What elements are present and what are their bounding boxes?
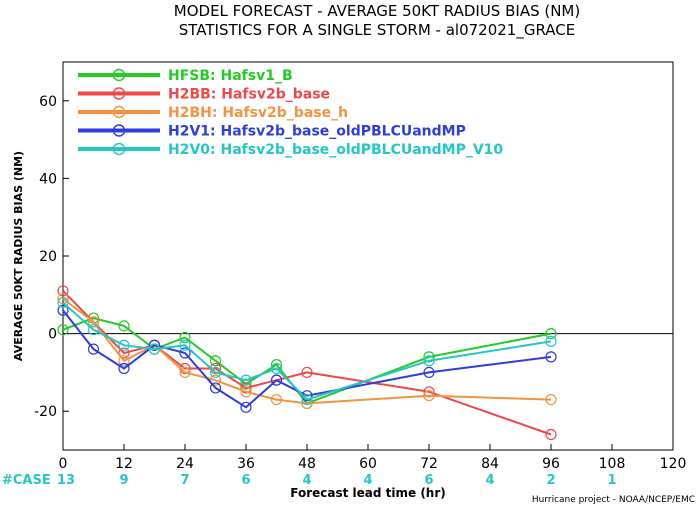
legend-item-h2v1: H2V1: Hafsv2b_base_oldPBLCUandMP: [78, 124, 466, 140]
x-axis-label: Forecast lead time (hr): [290, 486, 446, 500]
data-point-h2v1: [148, 339, 161, 351]
legend-label-h2bb: H2BB: Hafsv2b_base: [168, 87, 330, 103]
data-point-h2v0: [423, 355, 435, 367]
data-point-h2v0: [270, 362, 283, 375]
x-tick-label: 120: [660, 456, 687, 472]
series-line-h2v0: [62, 301, 552, 401]
data-point-h2bh: [87, 316, 100, 328]
legend-marker-h2bh: [112, 105, 126, 119]
case-count: 13: [57, 473, 75, 488]
data-point-h2v0: [240, 374, 252, 386]
data-point-h2bh: [545, 393, 557, 406]
data-point-h2v0: [545, 335, 557, 347]
plot-area: [62, 61, 674, 451]
data-point-h2bh: [209, 374, 222, 386]
data-point-hfsb: [179, 331, 191, 344]
x-tick-label: 12: [115, 456, 133, 472]
data-point-h2bb: [423, 386, 435, 398]
y-tick-label: 60: [39, 94, 57, 110]
data-point-hfsb: [423, 351, 435, 363]
data-point-h2v1: [545, 351, 557, 363]
data-point-h2v1: [179, 347, 191, 359]
data-point-hfsb: [118, 320, 130, 332]
data-point-h2bh: [240, 386, 252, 398]
data-point-h2v0: [179, 339, 191, 351]
legend-item-h2v0: H2V0: Hafsv2b_base_oldPBLCUandMP_V10: [78, 142, 503, 158]
y-tick-label: 20: [39, 249, 57, 265]
x-tick-label: 72: [420, 456, 438, 472]
data-point-h2v0: [148, 343, 161, 355]
legend-item-h2bb: H2BB: Hafsv2b_base: [78, 87, 330, 103]
case-count: 6: [241, 473, 250, 488]
series-h2v1: [57, 304, 557, 413]
chart-title: MODEL FORECAST - AVERAGE 50KT RADIUS BIA…: [174, 2, 580, 20]
data-point-h2v1: [240, 401, 252, 413]
x-tick-label: 96: [542, 456, 560, 472]
data-point-h2v1: [87, 343, 100, 355]
y-tick-label: -20: [34, 404, 57, 420]
data-point-h2bb: [57, 285, 69, 297]
legend-label-h2bh: H2BH: Hafsv2b_base_h: [168, 105, 348, 121]
legend-marker-h2v1: [112, 124, 126, 137]
y-tick-label: 40: [39, 171, 57, 187]
data-point-h2v0: [57, 296, 69, 309]
legend-item-h2bh: H2BH: Hafsv2b_base_h: [78, 105, 348, 121]
data-point-h2bh: [179, 366, 191, 378]
data-point-h2v1: [270, 374, 283, 386]
data-point-h2bh: [118, 355, 130, 367]
data-point-h2v1: [209, 382, 222, 394]
data-point-h2v1: [423, 366, 435, 378]
data-point-h2bh: [423, 390, 435, 402]
data-point-h2v1: [57, 304, 69, 316]
legend-item-hfsb: HFSB: Hafsv1_B: [78, 68, 293, 84]
data-point-h2bb: [240, 382, 252, 394]
case-count: 6: [424, 473, 433, 488]
legend-marker-h2bb: [112, 87, 126, 100]
data-point-h2v0: [118, 339, 130, 351]
legend-label-h2v1: H2V1: Hafsv2b_base_oldPBLCUandMP: [168, 124, 466, 140]
case-count: 4: [302, 473, 311, 488]
case-count: 4: [363, 473, 372, 488]
data-point-h2v0: [301, 393, 313, 406]
legend-label-h2v0: H2V0: Hafsv2b_base_oldPBLCUandMP_V10: [168, 142, 503, 158]
data-point-hfsb: [209, 355, 222, 367]
data-point-hfsb: [57, 324, 69, 336]
chart-subtitle: STATISTICS FOR A SINGLE STORM - al072021…: [179, 21, 575, 40]
credit-text: Hurricane project - NOAA/NCEP/EMC: [532, 495, 695, 505]
data-point-h2v0: [209, 366, 222, 378]
case-count-label: #CASE: [2, 473, 51, 488]
series-line-h2bh: [62, 297, 552, 405]
y-tick-label: 0: [48, 327, 57, 343]
case-count: 9: [119, 473, 128, 488]
data-point-h2bb: [545, 428, 557, 441]
series-h2v0: [57, 296, 557, 406]
legend-label-hfsb: HFSB: Hafsv1_B: [168, 68, 293, 84]
data-point-hfsb: [545, 328, 557, 340]
data-point-h2bb: [301, 366, 313, 378]
case-count: 2: [546, 473, 555, 488]
x-tick-label: 108: [599, 456, 626, 472]
x-tick-label: 84: [481, 456, 499, 472]
x-tick-label: 48: [298, 456, 316, 472]
legend-marker-h2v0: [112, 142, 126, 156]
y-axis-label: AVERAGE 50KT RADIUS BIAS (NM): [12, 151, 25, 361]
x-tick-label: 60: [359, 456, 377, 472]
data-point-h2v1: [118, 362, 130, 375]
case-count: 4: [485, 473, 494, 488]
legend-marker-hfsb: [112, 68, 126, 82]
data-point-h2bh: [270, 393, 283, 406]
x-tick-label: 24: [176, 456, 194, 472]
series-line-h2bb: [62, 290, 552, 436]
x-tick-label: 0: [59, 456, 68, 472]
data-point-h2v0: [87, 324, 100, 336]
case-count: 1: [607, 473, 616, 488]
series-line-h2v1: [62, 309, 552, 409]
case-count: 7: [180, 473, 189, 488]
x-tick-label: 36: [237, 456, 255, 472]
